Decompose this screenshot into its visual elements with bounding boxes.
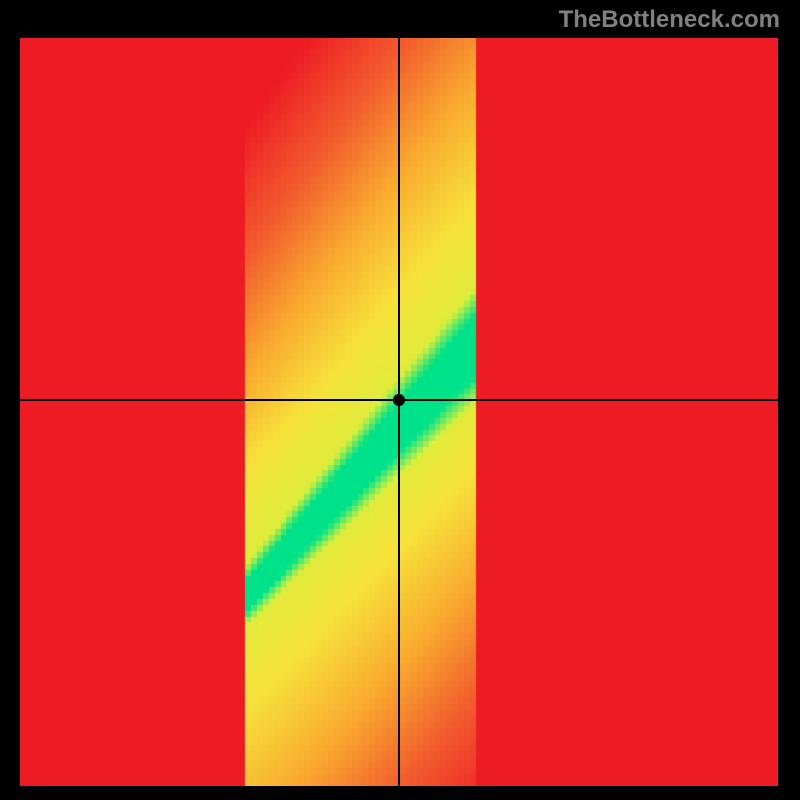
watermark-text: TheBottleneck.com [559,6,780,34]
crosshair-vertical [398,38,400,786]
crosshair-dot [393,394,405,406]
chart-container: TheBottleneck.com [0,0,800,800]
